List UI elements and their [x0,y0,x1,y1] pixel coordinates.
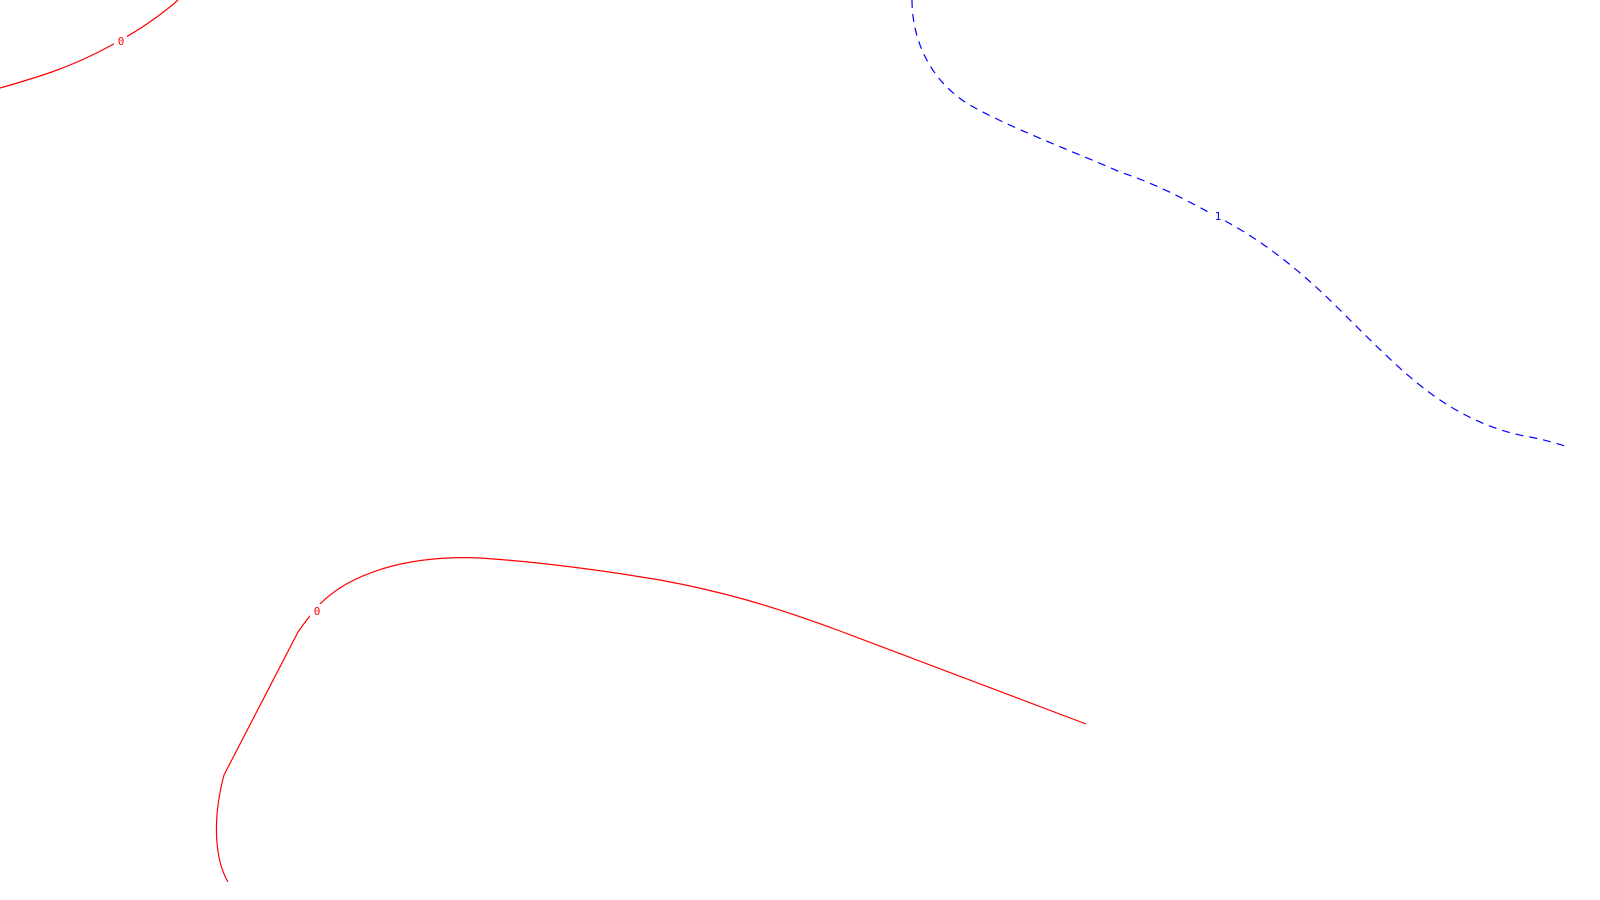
contour-label-0-top-left: 0 [118,35,125,48]
contour-label-bg [1211,209,1224,222]
contour-label-bg [310,604,323,617]
contour-label-0-bottom: 0 [314,605,321,618]
contour-label-bg [114,35,127,47]
contour-line-0-top-left [0,0,179,89]
contour-line-1-right [911,0,1569,448]
contour-line-0-bottom [215,557,1087,883]
contour-label-1-right: 1 [1215,210,1222,223]
